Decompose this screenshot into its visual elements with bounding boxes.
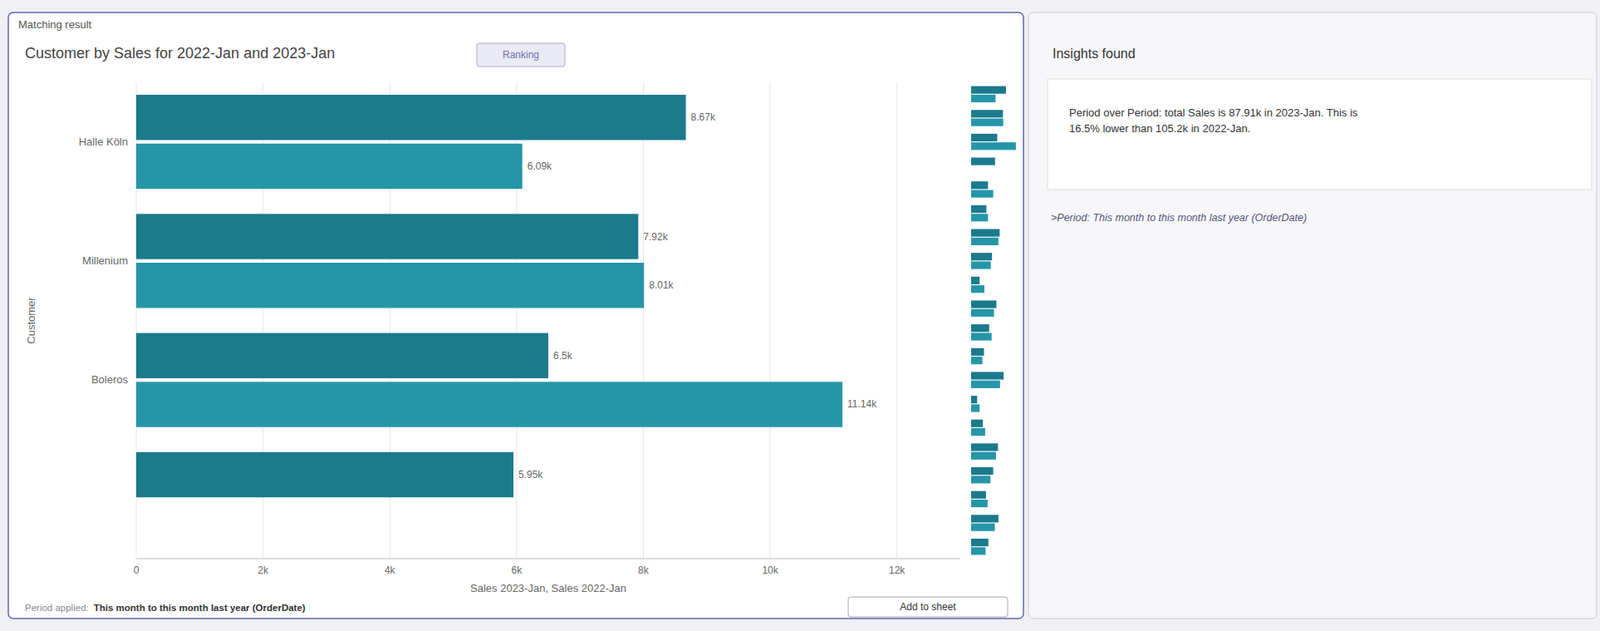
mini-bar bbox=[971, 356, 983, 364]
insight-period: >Period: This month to this month last y… bbox=[1050, 211, 1307, 224]
mini-bar bbox=[971, 523, 996, 531]
mini-bar bbox=[971, 466, 994, 475]
mini-bar bbox=[971, 109, 1003, 118]
x-tick-label: 12k bbox=[888, 564, 906, 576]
mini-bar bbox=[971, 228, 1000, 236]
value-label: 6.5k bbox=[553, 349, 574, 362]
x-tick-label: 10k bbox=[761, 564, 779, 576]
bar bbox=[136, 262, 644, 308]
background bbox=[0, 0, 1600, 631]
data-labels: 8.67k 7.92k 6.5k 5.95k 6.09k 8.01k 11.14k bbox=[518, 111, 878, 481]
mini-bar bbox=[971, 323, 990, 332]
mini-bar bbox=[971, 276, 980, 285]
mini-bar bbox=[971, 475, 991, 483]
mini-bar bbox=[971, 260, 992, 269]
bar bbox=[136, 143, 523, 189]
footer-bold: This month to this month last year (Orde… bbox=[93, 602, 306, 613]
insight-box bbox=[1047, 78, 1592, 190]
ranking-badge bbox=[476, 43, 565, 67]
x-tick-label: 8k bbox=[638, 564, 650, 576]
mini-bar bbox=[971, 332, 992, 340]
mini-bar bbox=[971, 133, 997, 142]
value-label: 6.09k bbox=[527, 160, 553, 172]
bar bbox=[136, 94, 687, 140]
value-label: 8.01k bbox=[648, 279, 674, 291]
mini-bar bbox=[971, 403, 980, 412]
insight-panel bbox=[1028, 12, 1597, 619]
x-axis-line bbox=[136, 558, 961, 560]
mini-bar bbox=[971, 166, 972, 174]
mini-bar bbox=[971, 499, 988, 507]
badge-text: Ranking bbox=[502, 49, 540, 61]
mini-bar bbox=[971, 490, 987, 499]
mini-bar bbox=[971, 86, 1007, 94]
bar bbox=[136, 213, 639, 259]
add-button[interactable]: Add to sheet bbox=[848, 596, 1008, 617]
insight-line: 16.5% lower than 105.2k in 2022-Jan. bbox=[1069, 122, 1251, 135]
mini-bar bbox=[971, 348, 984, 356]
insight-line: Period over Period: total Sales is 87.91… bbox=[1069, 106, 1359, 119]
y-tick-label: Millenium bbox=[82, 254, 128, 267]
value-label: 5.95k bbox=[518, 468, 544, 481]
y-tick-label: Boleros bbox=[91, 373, 129, 386]
y-tick-label: Halle Köln bbox=[78, 135, 128, 148]
mini-bar bbox=[971, 213, 988, 221]
value-label: 8.67k bbox=[691, 111, 717, 123]
grid-line bbox=[896, 82, 898, 559]
x-tick-label: 0 bbox=[133, 564, 140, 576]
chart-title: Customer by Sales for 2022-Jan and 2023-… bbox=[24, 44, 335, 62]
mini-bar bbox=[971, 451, 997, 460]
mini-bar bbox=[971, 442, 998, 451]
mini-bar bbox=[971, 118, 1004, 127]
grid bbox=[136, 82, 898, 559]
mini-bar bbox=[971, 189, 994, 197]
chart-panel bbox=[8, 12, 1024, 619]
value-label: 11.14k bbox=[847, 397, 878, 410]
mini-bar bbox=[971, 205, 987, 213]
button-text[interactable]: Add to sheet bbox=[899, 600, 957, 613]
y-axis-label: Customer bbox=[24, 296, 38, 344]
insight-text: Period over Period: total Sales is 87.91… bbox=[1069, 106, 1359, 135]
mini-bar bbox=[971, 157, 996, 166]
mini-bar bbox=[971, 94, 996, 103]
insight-title: Insights found bbox=[1052, 46, 1136, 61]
mini-bar bbox=[971, 427, 986, 436]
x-tick-label: 6k bbox=[511, 564, 524, 576]
bars bbox=[136, 94, 843, 497]
mini-bar bbox=[971, 371, 1004, 379]
x-tick-label: 2k bbox=[257, 564, 270, 576]
value-label: 7.92k bbox=[642, 230, 668, 243]
grid-line bbox=[770, 82, 771, 559]
mini-bar bbox=[971, 237, 999, 246]
grid-line bbox=[642, 82, 644, 559]
mini-bar bbox=[971, 546, 986, 555]
x-tick-label: 4k bbox=[384, 564, 397, 576]
bar bbox=[136, 500, 138, 546]
mini-bar bbox=[971, 419, 983, 427]
mini-bar bbox=[971, 309, 995, 317]
mini-bar bbox=[971, 395, 977, 403]
mini-bar bbox=[971, 252, 992, 261]
mini-bar bbox=[971, 538, 989, 546]
x-axis-label: Sales 2023-Jan, Sales 2022-Jan bbox=[470, 581, 627, 594]
bar bbox=[136, 381, 843, 427]
mini-bar bbox=[971, 142, 1016, 150]
mini-bar bbox=[971, 181, 988, 189]
mini-bar bbox=[971, 514, 999, 522]
page: Matching result Customer by Sales for 202… bbox=[0, 0, 1600, 631]
bar bbox=[136, 333, 549, 378]
header-text: Matching result bbox=[18, 18, 93, 31]
bar bbox=[136, 451, 514, 497]
mini-bar bbox=[971, 380, 1001, 388]
mini-bars bbox=[971, 86, 1016, 555]
button-box[interactable] bbox=[848, 596, 1008, 617]
mini-bar bbox=[971, 284, 985, 293]
mini-bar bbox=[971, 299, 997, 308]
footer-prefix: Period applied: bbox=[24, 602, 89, 613]
